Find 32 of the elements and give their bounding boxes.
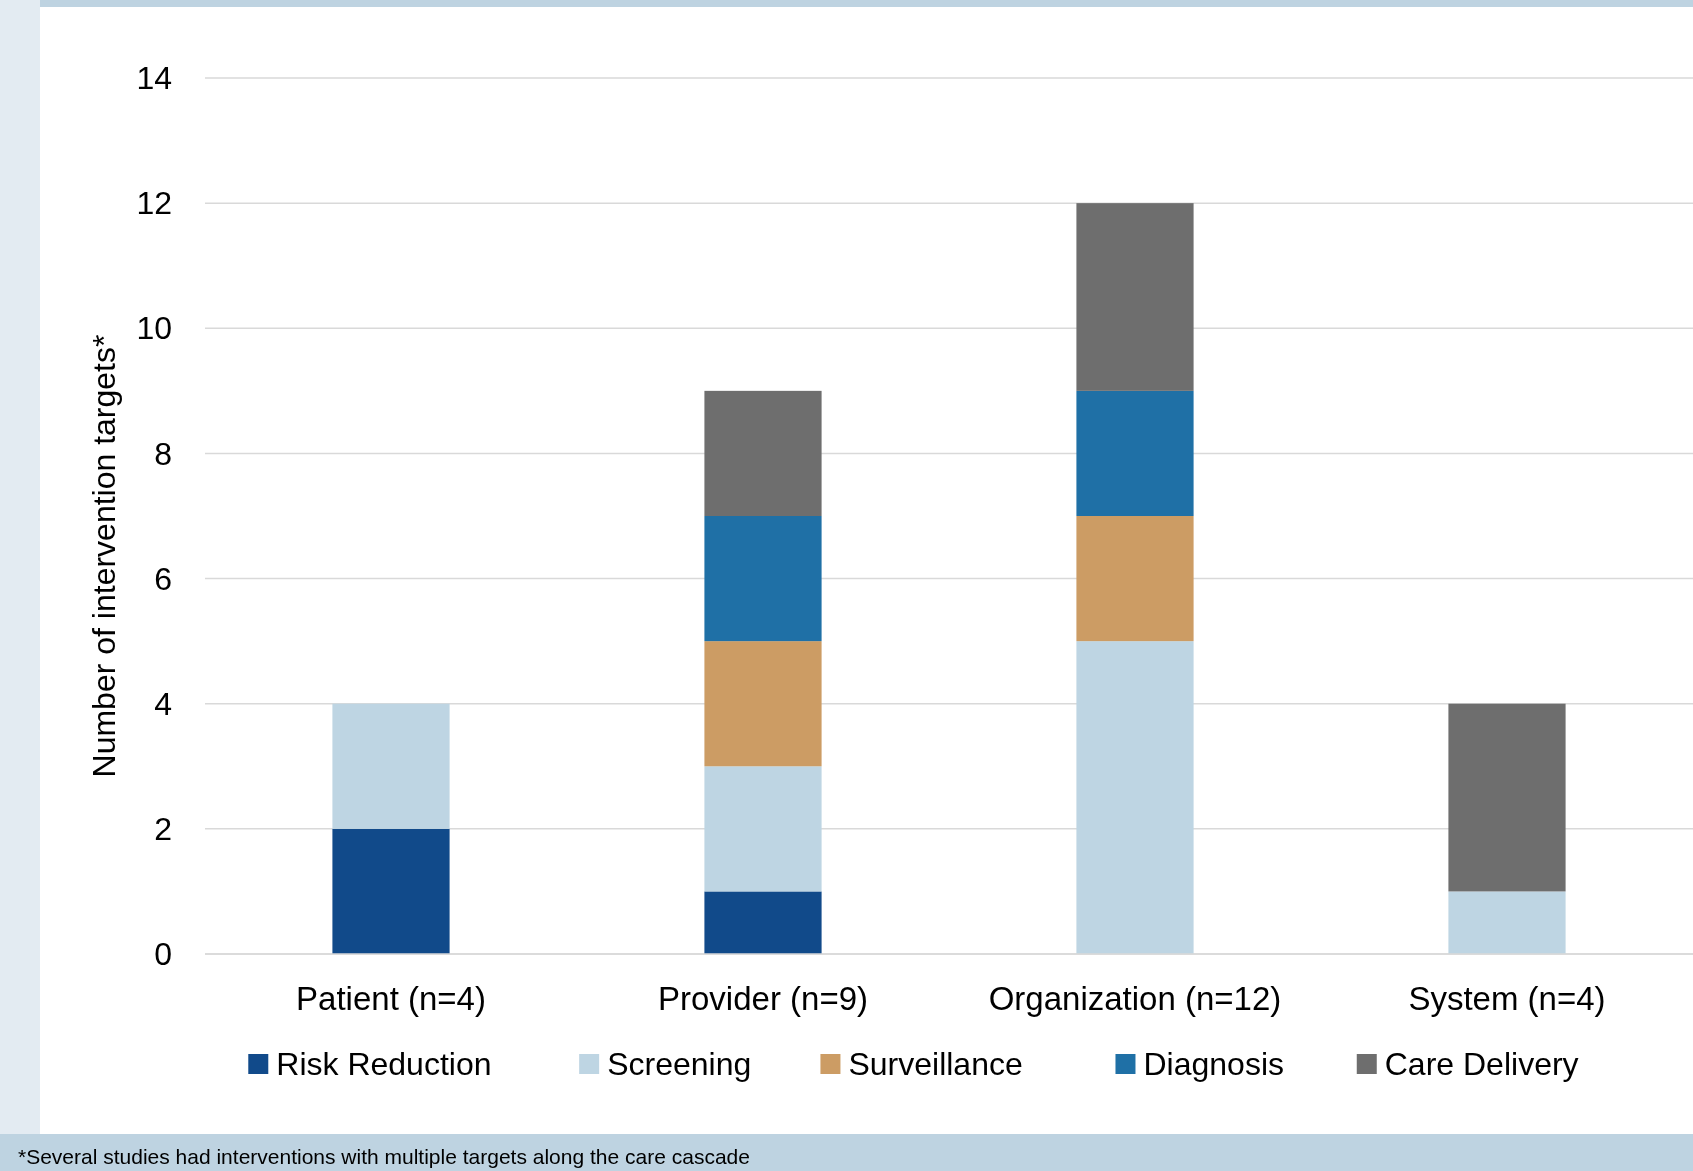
legend-label: Diagnosis — [1143, 1046, 1284, 1082]
bar — [1448, 891, 1566, 954]
y-tick-label: 6 — [154, 560, 172, 597]
x-tick-label: Organization (n=12) — [988, 980, 1282, 1017]
text: *Several studies had interventions with multiple targets along the care cascade — [18, 1145, 750, 1168]
y-tick-label: 12 — [136, 185, 172, 222]
legend-label: Risk Reduction — [276, 1046, 492, 1082]
legend-label: Care Delivery — [1384, 1046, 1579, 1082]
bar — [1076, 390, 1194, 516]
y-tick-label: 4 — [154, 685, 172, 722]
y-tick-label: 14 — [136, 60, 172, 97]
legend-label: Surveillance — [848, 1046, 1023, 1082]
y-tick-label: 2 — [154, 811, 172, 848]
bar — [704, 766, 822, 892]
x-tick-label: System (n=4) — [1408, 980, 1606, 1017]
bar — [1076, 203, 1194, 391]
y-tick-label: 0 — [154, 936, 172, 973]
bar — [332, 828, 450, 954]
bar — [704, 641, 822, 767]
x-tick-label: Patient (n=4) — [296, 980, 486, 1017]
bar — [1076, 641, 1194, 954]
x-tick-label: Provider (n=9) — [657, 980, 869, 1017]
y-tick-label: 10 — [136, 310, 172, 347]
bar — [1448, 703, 1566, 892]
bar — [704, 390, 822, 516]
bar — [704, 516, 822, 642]
y-tick-label: 8 — [154, 435, 172, 472]
y-axis-title: Number of intervention targets* — [86, 334, 122, 778]
bar — [1076, 516, 1194, 642]
legend-label: Screening — [607, 1046, 752, 1082]
bar — [332, 703, 450, 829]
bar — [704, 891, 822, 954]
